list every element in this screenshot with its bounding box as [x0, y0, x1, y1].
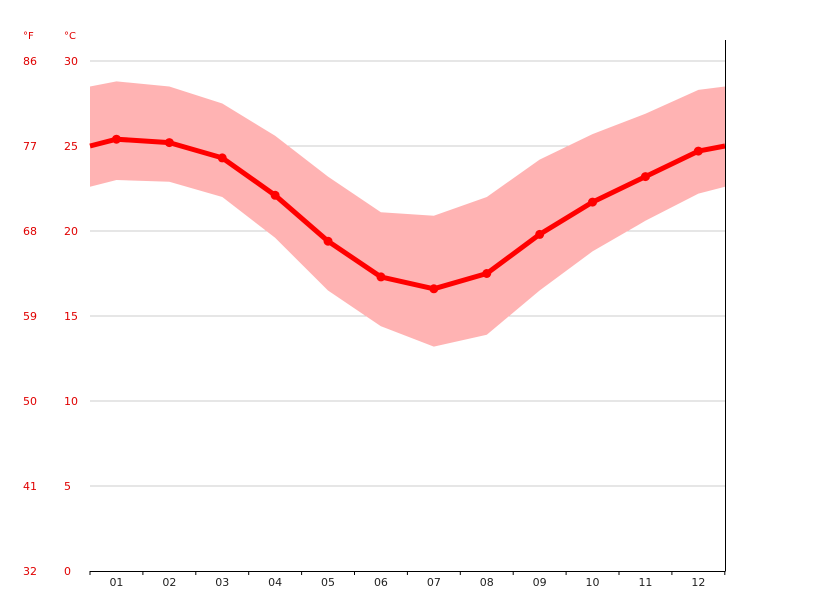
mean-point-10 — [588, 197, 598, 207]
mean-point-01 — [111, 134, 121, 144]
celsius-tick-label: 15 — [64, 310, 78, 323]
celsius-tick-label: 0 — [64, 565, 71, 578]
mean-point-03 — [217, 153, 227, 163]
fahrenheit-tick-label: 59 — [23, 310, 37, 323]
mean-point-09 — [535, 229, 545, 239]
temperature-range-band — [90, 81, 725, 347]
mean-point-12 — [693, 146, 703, 156]
fahrenheit-tick-label: 86 — [23, 55, 37, 68]
celsius-unit-label: °C — [64, 31, 76, 42]
axes — [89, 40, 726, 575]
x-tick-label: 02 — [162, 576, 176, 589]
mean-point-11 — [640, 172, 650, 182]
celsius-tick-label: 25 — [64, 140, 78, 153]
mean-point-04 — [270, 190, 280, 200]
fahrenheit-tick-label: 50 — [23, 395, 37, 408]
x-tick-label: 06 — [374, 576, 388, 589]
y-tick-labels: 30 86 25 77 20 68 15 59 10 50 5 41 0 32 — [23, 55, 78, 578]
fahrenheit-unit-label: °F — [23, 31, 34, 42]
mean-point-07 — [429, 284, 439, 294]
x-tick-label: 11 — [638, 576, 652, 589]
x-tick-label: 05 — [321, 576, 335, 589]
x-tick-label: 08 — [480, 576, 494, 589]
x-tick-label: 12 — [691, 576, 705, 589]
x-tick-label: 07 — [427, 576, 441, 589]
x-tick-label: 09 — [533, 576, 547, 589]
x-tick-label: 03 — [215, 576, 229, 589]
fahrenheit-tick-label: 68 — [23, 225, 37, 238]
celsius-tick-label: 10 — [64, 395, 78, 408]
x-tick-label: 01 — [109, 576, 123, 589]
mean-point-02 — [164, 138, 174, 148]
fahrenheit-tick-label: 77 — [23, 140, 37, 153]
x-tick-labels: 01 02 03 04 05 06 07 08 09 10 11 12 — [109, 576, 705, 589]
fahrenheit-tick-label: 41 — [23, 480, 37, 493]
x-tick-label: 04 — [268, 576, 282, 589]
fahrenheit-tick-label: 32 — [23, 565, 37, 578]
mean-temperature-points — [111, 134, 703, 294]
x-tick-label: 10 — [586, 576, 600, 589]
mean-point-05 — [323, 236, 333, 246]
mean-point-06 — [376, 272, 386, 282]
celsius-tick-label: 20 — [64, 225, 78, 238]
celsius-tick-label: 5 — [64, 480, 71, 493]
celsius-tick-label: 30 — [64, 55, 78, 68]
mean-temperature-line — [89, 136, 726, 292]
mean-point-08 — [482, 269, 492, 278]
